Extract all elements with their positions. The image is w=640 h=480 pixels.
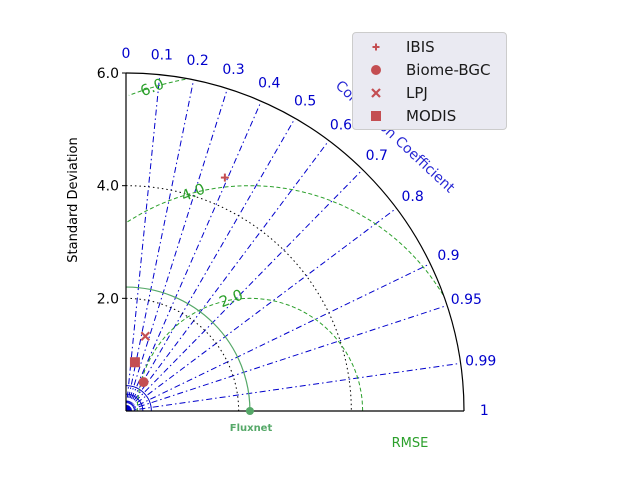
correlation-tick-label: 0.9	[437, 248, 459, 264]
legend-item: LPJ	[353, 82, 506, 104]
correlation-tick-label: 0	[122, 46, 131, 62]
correlation-line	[125, 207, 397, 412]
reference-point	[245, 407, 254, 415]
data-point-modis	[129, 357, 140, 368]
correlation-line	[125, 88, 228, 412]
correlation-line	[125, 263, 431, 412]
legend: IBIS Biome-BGC LPJ MODIS	[352, 32, 507, 130]
origin-arc	[125, 393, 144, 412]
y-tick-label: 2.0	[97, 291, 119, 307]
legend-marker-circle	[371, 65, 381, 75]
rmse-contour	[136, 297, 364, 411]
axes-layer	[122, 72, 465, 412]
outer-arc	[125, 72, 465, 412]
correlation-line	[125, 101, 262, 412]
correlation-line	[125, 140, 330, 412]
legend-marker-shape	[371, 88, 381, 98]
rmse-contour-label: 6.0	[138, 75, 167, 101]
rmse-label: RMSE	[392, 436, 429, 451]
legend-marker-plus	[372, 43, 380, 51]
legend-label: IBIS	[406, 38, 435, 56]
origin-arc	[125, 402, 135, 412]
origin-arc	[125, 385, 152, 412]
correlation-tick-label: 0.8	[401, 189, 423, 205]
correlation-tick-label: 0.2	[187, 53, 209, 69]
rmse-contour-label: 4.0	[179, 180, 208, 206]
rmse-contour	[128, 78, 186, 96]
legend-marker-shape	[371, 65, 381, 75]
correlation-tick-label: 0.99	[465, 353, 496, 369]
correlation-tick-label: 0.5	[294, 94, 316, 110]
correlation-tick-label: 0.3	[222, 62, 244, 78]
legend-marker-square	[371, 111, 381, 121]
std-dev-arc	[125, 297, 240, 412]
legend-label: Biome-BGC	[406, 61, 491, 79]
correlation-line	[125, 79, 195, 412]
reference-arc	[125, 286, 251, 412]
rmse-contour	[126, 185, 444, 296]
legend-item: Biome-BGC	[353, 59, 506, 81]
correlation-line	[125, 304, 448, 412]
legend-label: MODIS	[406, 107, 457, 125]
correlation-tick-label: 0.7	[366, 148, 388, 164]
reference-label: Fluxnet	[230, 423, 273, 434]
legend-marker-shape	[371, 111, 381, 121]
correlation-tick-label: 0.95	[451, 292, 482, 308]
correlation-line	[125, 74, 161, 412]
data-point-biome-bgc	[138, 377, 149, 388]
legend-item: MODIS	[353, 105, 506, 127]
correlation-tick-label: 0.4	[258, 76, 280, 92]
correlation-tick-label: 0.1	[151, 48, 173, 64]
correlation-line	[125, 362, 461, 412]
data-points	[129, 173, 254, 415]
legend-item: IBIS	[353, 36, 506, 58]
y-tick-label: 4.0	[97, 179, 119, 195]
grid-layer	[125, 74, 461, 412]
correlation-line	[125, 169, 363, 412]
std-dev-arc	[125, 185, 352, 412]
rmse-contour-label: 2.0	[217, 286, 246, 312]
legend-marker-x	[371, 88, 381, 98]
legend-label: LPJ	[406, 84, 428, 102]
correlation-line	[125, 118, 296, 412]
data-point-lpj	[140, 331, 151, 342]
correlation-tick-label: 1	[480, 403, 489, 419]
correlation-tick-label: 0.6	[330, 117, 352, 133]
y-axis-label: Standard Deviation	[66, 137, 81, 262]
y-tick-label: 6.0	[97, 66, 119, 82]
